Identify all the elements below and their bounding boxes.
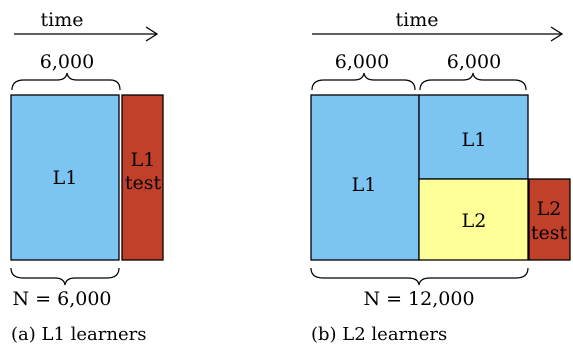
panel-a-time-label: time: [41, 9, 84, 31]
panel-b-top-brace-right-label: 6,000: [447, 51, 501, 73]
panel-a: time 6,000 L1 L1 test N = 6,000 (a) L1 l…: [10, 9, 164, 345]
panel-b-l2-label: L2: [462, 210, 487, 232]
panel-a-test-label-line2: test: [125, 172, 162, 194]
panel-a-time-arrow: [14, 26, 159, 42]
panel-b-test-label-line2: test: [531, 222, 568, 244]
panel-b-top-brace-left: [311, 72, 416, 91]
panel-b-l1-top-label: L1: [462, 129, 487, 151]
panel-b-n-label: N = 12,000: [363, 288, 474, 310]
panel-a-n-label: N = 6,000: [12, 288, 111, 310]
panel-b-time-arrow: [312, 26, 564, 42]
panel-a-bottom-brace: [10, 267, 120, 286]
panel-a-l1-block: [10, 94, 120, 261]
panel-b-test-block: [528, 178, 571, 261]
panel-a-caption: (a) L1 learners: [11, 324, 146, 345]
panel-a-top-brace: [11, 72, 121, 91]
panel-b-time-label: time: [396, 9, 439, 31]
panel-a-test-block: [121, 94, 164, 261]
panel-b-l1-left-block: [310, 94, 420, 261]
panel-b-bottom-brace: [310, 267, 529, 286]
panel-a-l1-label: L1: [53, 167, 78, 189]
panel-b-test-label-line1: L2: [537, 198, 562, 220]
panel-b-caption: (b) L2 learners: [311, 324, 447, 345]
panel-a-top-brace-label: 6,000: [40, 51, 94, 73]
panel-b-top-brace-left-label: 6,000: [335, 51, 389, 73]
panel-b-top-brace-right: [419, 72, 527, 91]
panel-a-test-label-line1: L1: [131, 149, 156, 171]
panel-b: time 6,000 6,000 L1 L1 L2 L2 test N = 12…: [310, 9, 571, 345]
panel-b-l2-block: [418, 178, 529, 261]
panel-b-l1-left-label: L1: [352, 174, 377, 196]
